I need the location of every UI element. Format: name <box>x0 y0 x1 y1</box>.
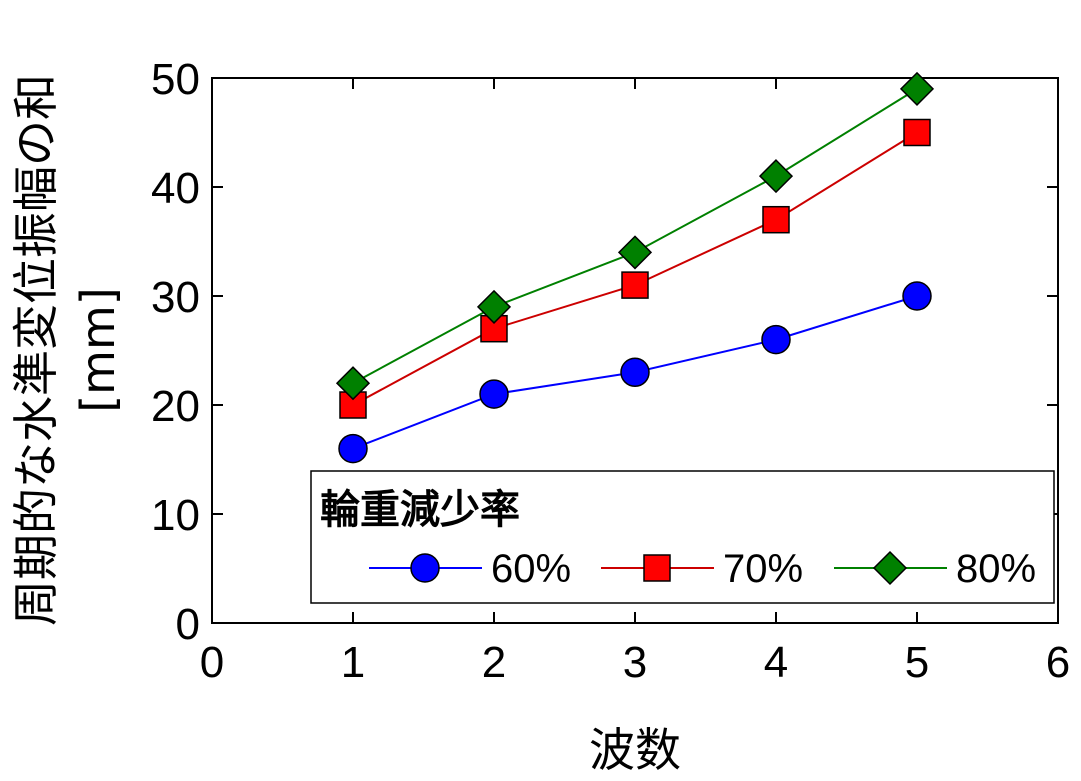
data-point-60%-x2 <box>479 379 509 409</box>
x-tick-label: 2 <box>482 638 506 687</box>
data-point-70%-x3 <box>621 271 649 299</box>
x-tick-label: 1 <box>341 638 365 687</box>
y-tick-label: 20 <box>151 382 200 431</box>
legend-entry-60%: 60% <box>369 547 571 591</box>
legend-label: 70% <box>723 547 803 591</box>
y-tick-label: 10 <box>151 491 200 540</box>
data-point-80%-x3 <box>617 235 653 270</box>
legend-label: 80% <box>956 547 1036 591</box>
legend-entry-80%: 80% <box>834 547 1036 591</box>
data-point-80%-x1 <box>335 366 371 401</box>
x-tick-label: 6 <box>1046 638 1070 687</box>
y-tick-label: 40 <box>151 164 200 213</box>
tick-labels: 0 1 2 3 4 5 6 0 10 20 30 40 50 <box>151 55 1070 687</box>
x-tick-label: 3 <box>623 638 647 687</box>
data-point-60%-x3 <box>620 357 650 388</box>
legend-marker <box>872 550 908 586</box>
data-point-80%-x2 <box>476 289 512 324</box>
y-tick-label: 50 <box>151 55 200 104</box>
data-point-60%-x4 <box>761 324 791 355</box>
x-tick-label: 0 <box>200 638 224 687</box>
data-point-80%-x5 <box>899 71 935 106</box>
legend-title: 輪重減少率 <box>320 487 520 533</box>
legend-box <box>310 470 1055 604</box>
legend-marker <box>643 554 671 582</box>
x-axis-label: 波数 <box>589 723 681 777</box>
legend-entries: 60% 70% 80% <box>369 547 1036 591</box>
data-point-60%-x1 <box>338 433 368 464</box>
legend-entry-70%: 70% <box>601 547 803 591</box>
data-point-70%-x1 <box>339 391 367 419</box>
x-tick-label: 5 <box>905 638 929 687</box>
legend: 輪重減少率 60% 70% 80% <box>310 470 1055 604</box>
legend-marker <box>410 553 440 583</box>
y-axis-unit: [mm] <box>71 287 125 413</box>
series-markers <box>335 71 935 464</box>
data-point-70%-x4 <box>762 205 790 234</box>
y-tick-label: 30 <box>151 273 200 322</box>
x-tick-label: 4 <box>764 638 788 687</box>
legend-label: 60% <box>491 547 571 591</box>
data-point-70%-x5 <box>903 118 931 147</box>
y-tick-label: 0 <box>176 600 200 649</box>
data-point-80%-x4 <box>758 159 794 194</box>
y-axis-label: 周期的な水準変位振幅の和 <box>9 74 63 626</box>
data-point-60%-x5 <box>902 281 932 311</box>
